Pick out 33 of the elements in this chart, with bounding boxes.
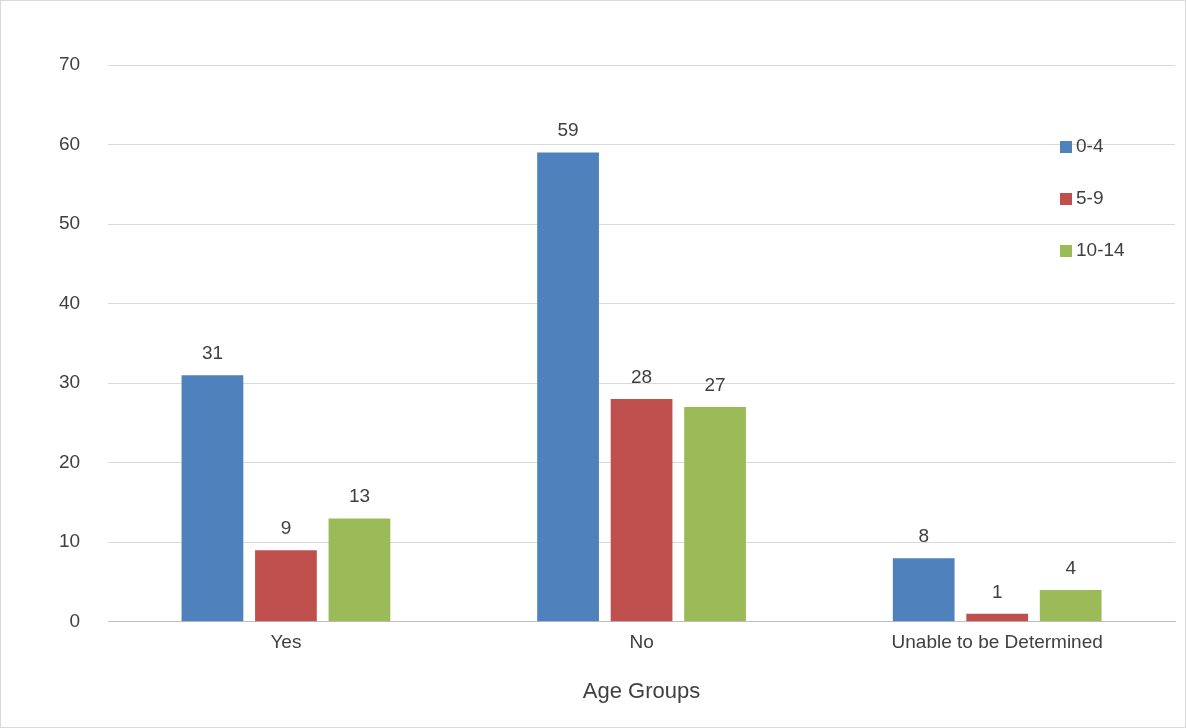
x-tick-label: Unable to be Determined	[891, 631, 1103, 653]
bar	[892, 558, 955, 622]
y-tick-label: 50	[58, 212, 81, 234]
bar	[684, 407, 746, 622]
data-label: 4	[1065, 556, 1077, 578]
bar	[1039, 589, 1102, 622]
legend-label: 5-9	[1076, 187, 1104, 209]
y-tick-label: 10	[58, 530, 81, 552]
data-label: 31	[201, 341, 224, 363]
x-axis-title: Age Groups	[582, 677, 701, 703]
bar	[537, 152, 599, 622]
bar	[966, 613, 1029, 622]
y-tick-label: 20	[58, 450, 81, 472]
x-tick-label: No	[629, 631, 654, 653]
y-tick-label: 60	[58, 132, 81, 154]
legend-label: 0-4	[1076, 135, 1104, 157]
legend-label: 10-14	[1076, 239, 1126, 261]
data-label: 28	[631, 365, 653, 387]
data-label: 27	[704, 373, 726, 395]
x-tick-label: Yes	[270, 631, 302, 653]
y-tick-label: 30	[58, 371, 81, 393]
data-label: 13	[348, 485, 371, 507]
bar	[181, 375, 244, 622]
y-tick-label: 0	[69, 610, 81, 632]
data-label: 8	[918, 524, 929, 546]
bar	[255, 550, 317, 622]
bar	[610, 399, 673, 622]
data-label: 59	[557, 119, 579, 141]
data-label: 1	[991, 580, 1003, 602]
bar	[328, 518, 391, 622]
y-tick-label: 70	[58, 53, 81, 75]
y-tick-label: 40	[58, 291, 81, 313]
data-label: 9	[280, 516, 292, 538]
